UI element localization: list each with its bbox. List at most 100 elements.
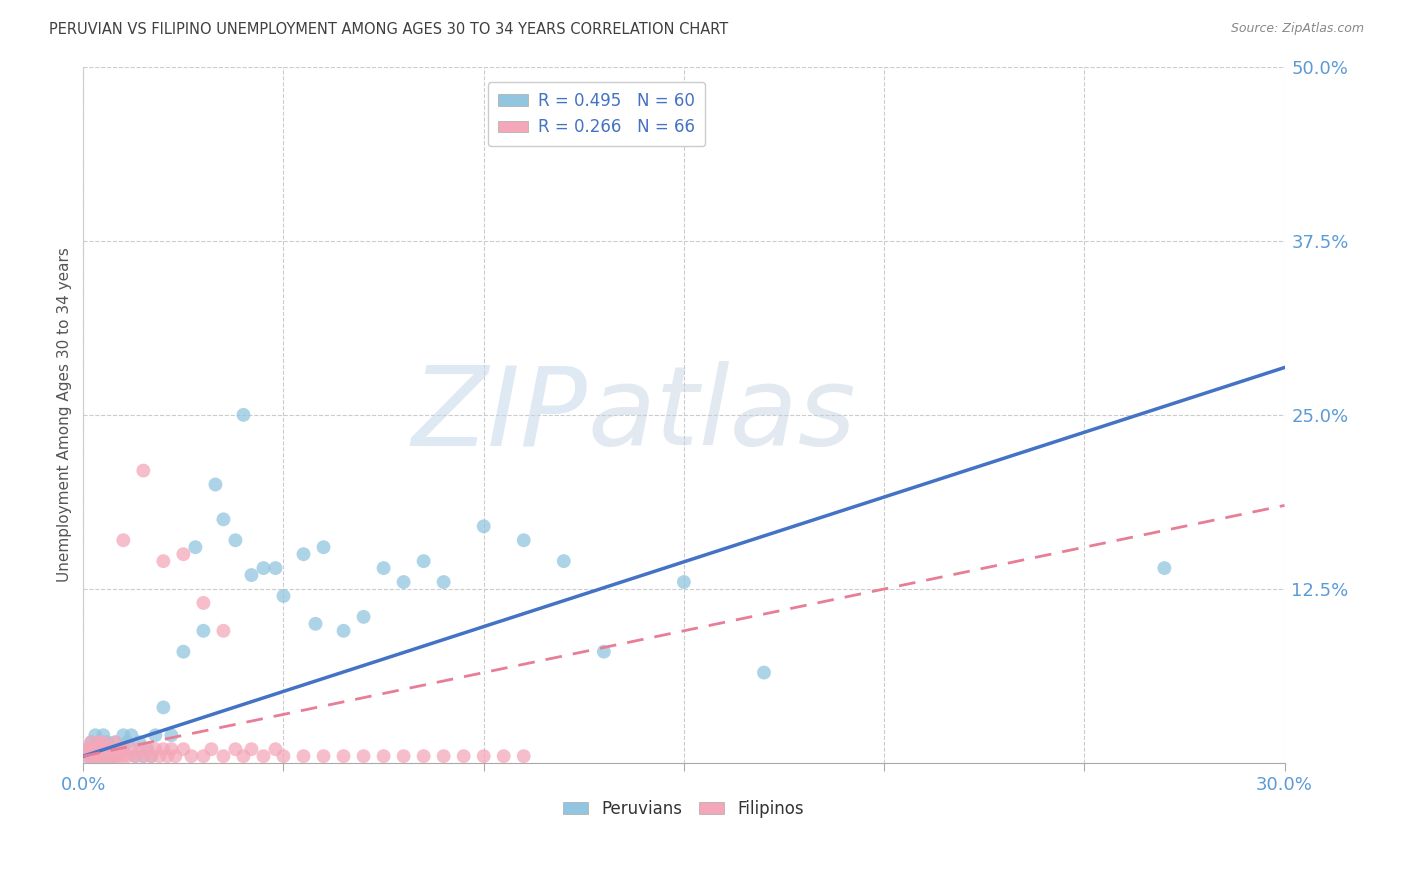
Point [84,749,107,764]
Point [91,749,114,764]
Point [332,749,354,764]
Point [212,749,235,764]
Point [91,742,114,756]
Point [152,742,174,756]
Text: PERUVIAN VS FILIPINO UNEMPLOYMENT AMONG AGES 30 TO 34 YEARS CORRELATION CHART: PERUVIAN VS FILIPINO UNEMPLOYMENT AMONG … [49,22,728,37]
Point [80,735,103,749]
Point [80,742,103,756]
Point [180,749,202,764]
Point [112,533,135,548]
Point [752,665,775,680]
Point [89,742,111,756]
Point [84,749,107,764]
Point [132,749,155,764]
Point [80,735,103,749]
Point [120,728,142,742]
Point [89,749,111,764]
Point [91,742,114,756]
Point [472,519,495,533]
Point [117,735,139,749]
Point [80,742,103,756]
Point [145,742,167,756]
Text: ZIP: ZIP [412,361,588,468]
Point [353,749,375,764]
Point [132,464,155,478]
Point [76,749,98,764]
Point [80,749,103,764]
Point [264,742,287,756]
Point [100,749,122,764]
Point [124,749,146,764]
Point [292,749,315,764]
Point [108,742,131,756]
Text: atlas: atlas [588,361,856,468]
Point [193,624,215,638]
Point [152,554,174,568]
Point [89,749,111,764]
Point [224,533,246,548]
Point [232,749,254,764]
Point [312,540,335,554]
Point [120,742,142,756]
Point [100,742,122,756]
Point [392,749,415,764]
Point [112,728,135,742]
Point [104,735,127,749]
Point [96,742,118,756]
Point [100,742,122,756]
Point [240,742,263,756]
Point [252,561,274,575]
Point [273,589,295,603]
Point [252,749,274,764]
Point [104,735,127,749]
Point [112,749,135,764]
Point [112,742,135,756]
Point [264,561,287,575]
Point [472,749,495,764]
Point [672,575,695,590]
Point [172,742,194,756]
Point [592,645,614,659]
Point [453,749,475,764]
Point [84,728,107,742]
Point [332,624,354,638]
Point [141,749,163,764]
Point [172,645,194,659]
Point [108,742,131,756]
Point [512,749,534,764]
Point [165,749,187,764]
Point [124,749,146,764]
Point [145,728,167,742]
Point [136,742,159,756]
Point [108,749,131,764]
Point [204,477,226,491]
Point [412,749,434,764]
Point [373,561,395,575]
Point [76,749,98,764]
Point [96,749,118,764]
Point [112,742,135,756]
Point [76,742,98,756]
Point [160,728,183,742]
Point [1153,561,1175,575]
Point [91,728,114,742]
Point [100,749,122,764]
Point [232,408,254,422]
Point [373,749,395,764]
Point [304,616,326,631]
Point [128,735,150,749]
Point [80,749,103,764]
Point [84,749,107,764]
Point [193,749,215,764]
Point [553,554,575,568]
Point [89,742,111,756]
Point [433,749,456,764]
Point [104,749,127,764]
Point [240,568,263,582]
Point [141,749,163,764]
Point [312,749,335,764]
Point [193,596,215,610]
Legend: Peruvians, Filipinos: Peruvians, Filipinos [557,793,811,824]
Point [148,749,170,764]
Point [91,749,114,764]
